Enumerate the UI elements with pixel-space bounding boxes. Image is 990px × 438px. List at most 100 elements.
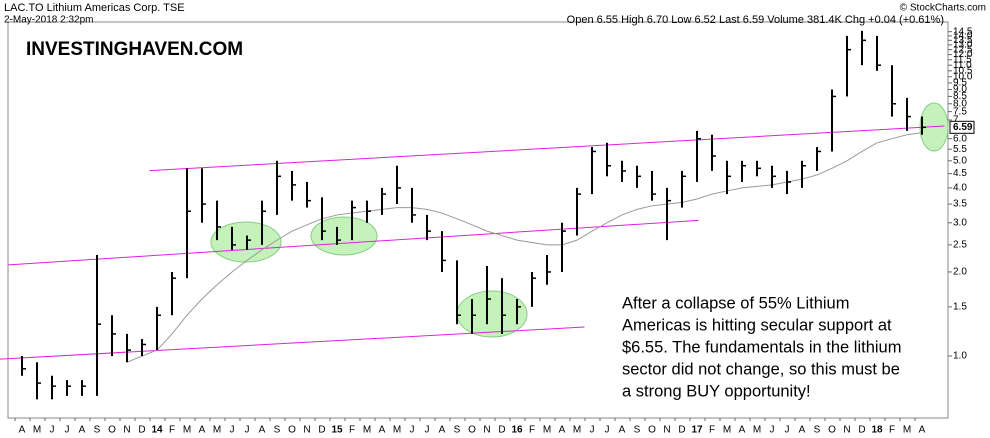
x-tick-label: 14 xyxy=(151,425,163,436)
price-bar xyxy=(216,200,221,241)
x-tick-label: J xyxy=(410,425,415,436)
last-price-box xyxy=(949,120,975,134)
y-tick-label: 12.5 xyxy=(953,44,973,55)
price-bar xyxy=(906,97,911,131)
x-tick-label: A xyxy=(199,425,206,436)
y-tick-label: 9.5 xyxy=(953,78,967,89)
price-bar xyxy=(321,197,326,241)
x-tick-label: N xyxy=(663,425,670,436)
x-tick-label: J xyxy=(425,425,430,436)
y-tick-label: 9.0 xyxy=(953,84,967,95)
y-tick-label: 11.5 xyxy=(953,54,972,65)
y-tick-label: 10.5 xyxy=(953,65,973,76)
trend-line xyxy=(8,219,699,266)
price-bar xyxy=(861,30,866,66)
price-bar xyxy=(501,278,506,334)
price-bar xyxy=(111,315,116,357)
trend-line xyxy=(0,326,585,360)
date: 2-May-2018 2:32pm xyxy=(4,15,94,26)
price-bar xyxy=(531,271,536,307)
price-bar xyxy=(156,306,161,351)
x-tick-label: N xyxy=(303,425,310,436)
x-tick-label: O xyxy=(108,425,116,436)
x-tick-label: M xyxy=(903,425,911,436)
y-tick-label: 7.5 xyxy=(953,106,967,117)
annotation-line: $6.55. The fundamentals in the lithium xyxy=(622,338,901,356)
price-bar xyxy=(561,222,566,272)
trend-line xyxy=(149,125,945,172)
x-tick-label: M xyxy=(183,425,191,436)
annotation-line: a strong BUY opportunity! xyxy=(622,382,811,400)
price-bar xyxy=(366,200,371,223)
last-price-label: 6.59 xyxy=(953,122,973,133)
y-tick-label: 7 xyxy=(953,115,959,126)
y-tick-label: 3.5 xyxy=(953,199,967,210)
x-tick-label: O xyxy=(288,425,296,436)
quote: Open 6.55 High 6.70 Low 6.52 Last 6.59 V… xyxy=(567,14,944,26)
price-bar xyxy=(726,160,731,195)
price-bar xyxy=(396,165,401,205)
y-tick-label: 6.0 xyxy=(953,133,967,144)
price-bar xyxy=(831,89,836,152)
price-bar xyxy=(666,187,671,241)
y-tick-label: 10.0 xyxy=(953,71,973,82)
price-bar xyxy=(471,299,476,334)
price-bar xyxy=(771,165,776,188)
y-tick-label: 1.5 xyxy=(953,301,967,312)
x-tick-label: J xyxy=(605,425,610,436)
x-tick-label: O xyxy=(648,425,656,436)
x-tick-label: S xyxy=(454,425,461,436)
watermark: INVESTINGHAVEN.COM xyxy=(26,39,243,60)
price-bar xyxy=(786,170,791,195)
price-bar xyxy=(441,231,446,272)
x-tick-label: N xyxy=(843,425,850,436)
price-bar xyxy=(351,200,356,241)
y-tick-label: 13.5 xyxy=(953,35,973,46)
x-tick-label: D xyxy=(318,425,325,436)
price-bar xyxy=(246,235,251,250)
y-tick-label: 5.5 xyxy=(953,144,967,155)
x-tick-label: D xyxy=(498,425,505,436)
y-tick-label: 13.0 xyxy=(953,40,973,51)
price-bar xyxy=(231,226,236,250)
x-tick-label: J xyxy=(65,425,70,436)
price-bar xyxy=(621,160,626,182)
price-bar xyxy=(591,147,596,195)
x-tick-label: J xyxy=(785,425,790,436)
y-tick-label: 1.0 xyxy=(953,351,967,362)
y-tick-label: 8.5 xyxy=(953,91,967,102)
x-tick-label: M xyxy=(213,425,221,436)
price-bar xyxy=(891,65,896,117)
highlight xyxy=(310,216,378,256)
y-tick-label: 5.0 xyxy=(953,155,967,166)
y-tick-label: 8.0 xyxy=(953,98,967,109)
x-tick-label: 18 xyxy=(871,425,883,436)
price-bar xyxy=(66,380,71,396)
y-tick-label: 12.0 xyxy=(953,49,973,60)
y-tick-label: 14.5 xyxy=(953,26,973,37)
annotation-line: After a collapse of 55% Lithium xyxy=(622,294,849,312)
price-bar xyxy=(681,170,686,208)
price-bar xyxy=(381,187,386,215)
x-tick-label: A xyxy=(259,425,266,436)
x-tick-label: M xyxy=(753,425,761,436)
x-tick-label: J xyxy=(245,425,250,436)
x-tick-label: O xyxy=(468,425,476,436)
x-tick-label: 16 xyxy=(511,425,523,436)
x-tick-label: D xyxy=(138,425,145,436)
x-tick-label: S xyxy=(634,425,641,436)
x-tick-label: F xyxy=(709,425,715,436)
x-tick-label: J xyxy=(590,425,595,436)
x-tick-label: N xyxy=(123,425,130,436)
price-bar xyxy=(651,170,656,201)
x-tick-label: A xyxy=(919,425,926,436)
y-tick-label: 3.0 xyxy=(953,217,967,228)
x-tick-label: F xyxy=(169,425,175,436)
price-bar xyxy=(276,160,281,215)
x-tick-label: D xyxy=(858,425,865,436)
price-bar xyxy=(141,339,146,357)
x-tick-label: J xyxy=(230,425,235,436)
x-tick-label: F xyxy=(349,425,355,436)
price-bar xyxy=(576,187,581,236)
